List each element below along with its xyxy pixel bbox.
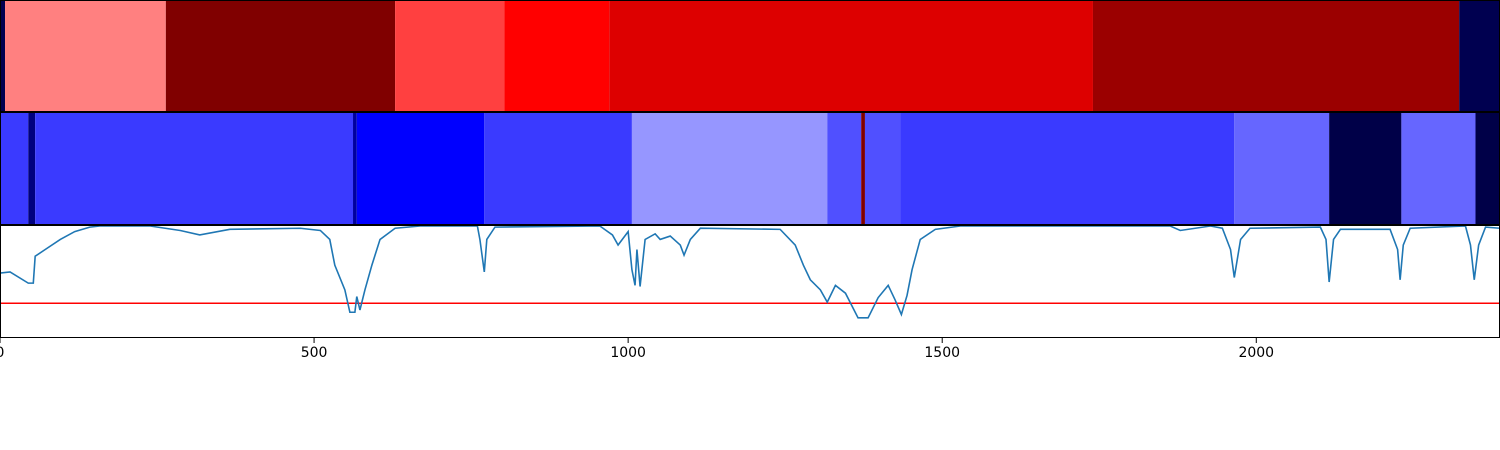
segment xyxy=(353,113,357,225)
x-tick-label: 1500 xyxy=(924,345,960,361)
segment xyxy=(1092,1,1460,112)
segment xyxy=(609,1,1093,112)
segment xyxy=(1401,113,1476,225)
segment xyxy=(861,113,865,225)
segment xyxy=(0,113,29,225)
x-tick-label: 0 xyxy=(0,345,4,361)
segment xyxy=(827,113,862,225)
segment xyxy=(395,1,505,112)
segment xyxy=(1475,113,1500,225)
segment xyxy=(165,1,396,112)
segment xyxy=(5,1,166,112)
segment xyxy=(631,113,828,225)
segment xyxy=(0,1,6,112)
line xyxy=(0,225,1500,319)
segment xyxy=(864,113,901,225)
x-tick-label: 500 xyxy=(301,345,328,361)
segment xyxy=(356,113,485,225)
segment xyxy=(484,113,632,225)
panel-frame xyxy=(0,225,1500,338)
segment xyxy=(900,113,1235,225)
segment xyxy=(504,1,610,112)
x-tick-label: 2000 xyxy=(1238,345,1274,361)
x-tick-label: 1000 xyxy=(610,345,646,361)
segment xyxy=(1329,113,1402,225)
segment xyxy=(35,113,354,225)
segment xyxy=(1459,1,1500,112)
segment xyxy=(1234,113,1330,225)
segment xyxy=(28,113,36,225)
